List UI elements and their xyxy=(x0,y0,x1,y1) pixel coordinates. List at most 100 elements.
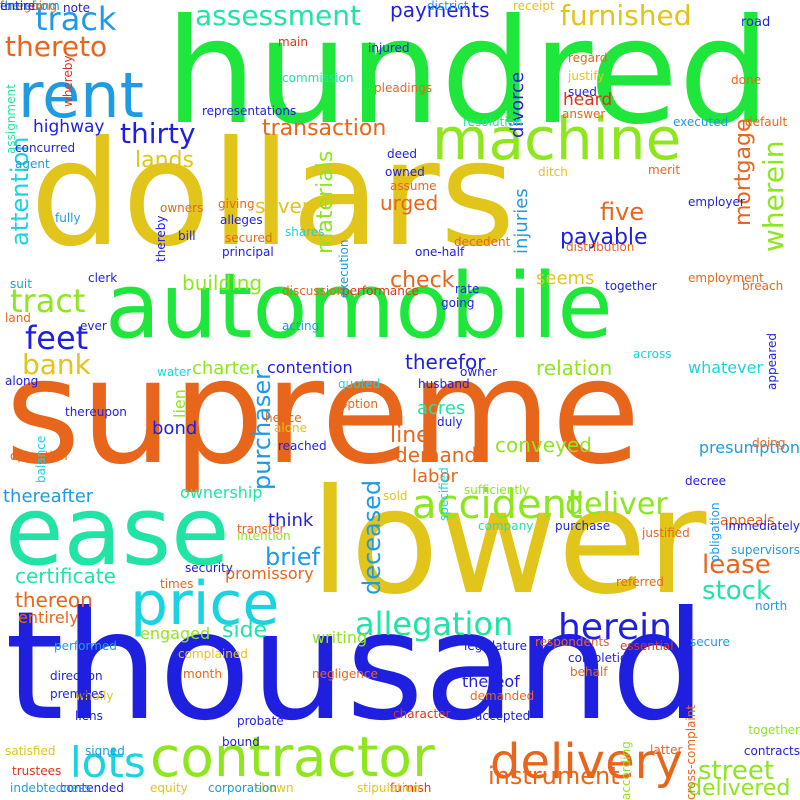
word-117: corporation xyxy=(208,781,278,795)
word-99: obligation xyxy=(708,502,722,562)
word-140: company xyxy=(478,519,534,533)
word-182: ditch xyxy=(538,165,568,179)
word-196: therefrom xyxy=(0,0,60,13)
word-96: appeared xyxy=(765,332,779,390)
word-141: purchase xyxy=(555,519,611,533)
word-79: receipt xyxy=(513,0,555,13)
word-60: labor xyxy=(412,466,458,487)
word-54: charter xyxy=(192,358,258,379)
word-11: delivery xyxy=(490,734,683,790)
word-130: performed xyxy=(54,639,117,653)
word-116: shown xyxy=(255,781,294,795)
word-118: equity xyxy=(150,781,188,795)
word-51: relation xyxy=(536,356,613,380)
word-2: automobile xyxy=(105,254,613,359)
word-135: completion xyxy=(568,651,635,665)
word-53: whatever xyxy=(688,358,764,377)
word-73: thereof xyxy=(462,672,520,691)
word-0: hundred xyxy=(165,0,771,157)
word-50: seems xyxy=(536,268,595,289)
word-195: foregoing xyxy=(0,0,58,13)
word-77: sold xyxy=(383,489,408,503)
word-18: thirty xyxy=(120,117,196,150)
word-147: alone xyxy=(274,421,308,435)
word-48: heard xyxy=(563,90,613,110)
word-33: stock xyxy=(702,576,771,606)
word-128: premises xyxy=(50,687,105,701)
word-62: lien xyxy=(170,389,189,419)
word-194: therein xyxy=(0,0,43,13)
word-7: machine xyxy=(432,105,682,173)
word-1: dollars xyxy=(30,110,516,279)
word-104: essential xyxy=(620,639,674,653)
word-154: along xyxy=(5,374,39,388)
word-44: seven xyxy=(255,194,315,218)
word-6: ease xyxy=(5,477,230,587)
word-45: urged xyxy=(380,191,439,215)
word-32: street xyxy=(698,756,775,786)
word-89: employer xyxy=(688,195,745,209)
word-67: promissory xyxy=(225,564,314,583)
word-9: price xyxy=(130,569,280,639)
word-57: line xyxy=(390,423,430,448)
word-139: referred xyxy=(616,575,665,589)
word-197: entire xyxy=(0,0,36,13)
word-65: ownership xyxy=(180,483,263,502)
word-59: conveyed xyxy=(495,433,592,457)
word-157: husband xyxy=(418,377,470,391)
word-183: deed xyxy=(387,147,417,161)
word-126: liens xyxy=(75,709,103,723)
word-180: assume xyxy=(390,179,437,193)
word-129: direction xyxy=(50,669,103,683)
word-74: presumption xyxy=(698,438,800,457)
word-178: giving xyxy=(218,197,255,211)
word-84: done xyxy=(731,73,761,87)
word-156: owner xyxy=(460,365,498,379)
word-181: owned xyxy=(385,165,425,179)
word-144: sufficiently xyxy=(464,483,530,497)
word-55: contention xyxy=(267,358,353,377)
word-93: breach xyxy=(742,279,784,293)
word-95: across xyxy=(633,347,672,361)
word-125: probate xyxy=(237,714,284,728)
word-132: month xyxy=(183,667,222,681)
word-115: stipulation xyxy=(357,781,421,795)
word-88: resolution xyxy=(463,115,523,129)
word-80: road xyxy=(741,15,771,30)
word-162: discussion xyxy=(282,284,345,298)
word-76: supervisors xyxy=(730,543,800,557)
word-177: alleges xyxy=(220,213,263,227)
word-16: thereto xyxy=(5,30,108,63)
word-192: note xyxy=(63,1,91,15)
word-171: shares xyxy=(285,225,325,239)
word-38: brief xyxy=(265,543,320,571)
word-58: demand xyxy=(395,443,478,467)
word-155: water xyxy=(157,365,192,379)
word-145: specified xyxy=(437,467,451,521)
word-10: contractor xyxy=(150,725,435,789)
word-102: north xyxy=(755,599,788,613)
word-148: hence xyxy=(265,411,302,425)
word-138: security xyxy=(185,561,233,575)
word-112: cross-complaint xyxy=(684,704,698,800)
word-111: contracts xyxy=(743,744,800,758)
word-142: intention xyxy=(237,529,291,543)
word-90: distribution xyxy=(566,240,635,254)
word-42: check xyxy=(390,268,455,293)
word-136: negligence xyxy=(312,667,378,681)
word-49: building xyxy=(182,271,263,295)
word-66: certificate xyxy=(15,564,116,588)
word-23: feet xyxy=(25,319,89,357)
word-190: whereby xyxy=(61,55,75,108)
word-75: appeals xyxy=(720,513,775,529)
word-17: payments xyxy=(390,0,490,22)
word-158: quoted xyxy=(338,377,381,391)
word-36: delivered xyxy=(688,776,791,800)
word-68: thereon xyxy=(15,588,93,612)
word-70: side xyxy=(222,618,268,643)
word-187: injured xyxy=(368,41,410,55)
word-189: pleadings xyxy=(374,81,433,95)
word-107: character xyxy=(393,707,451,721)
word-87: executed xyxy=(673,115,729,129)
